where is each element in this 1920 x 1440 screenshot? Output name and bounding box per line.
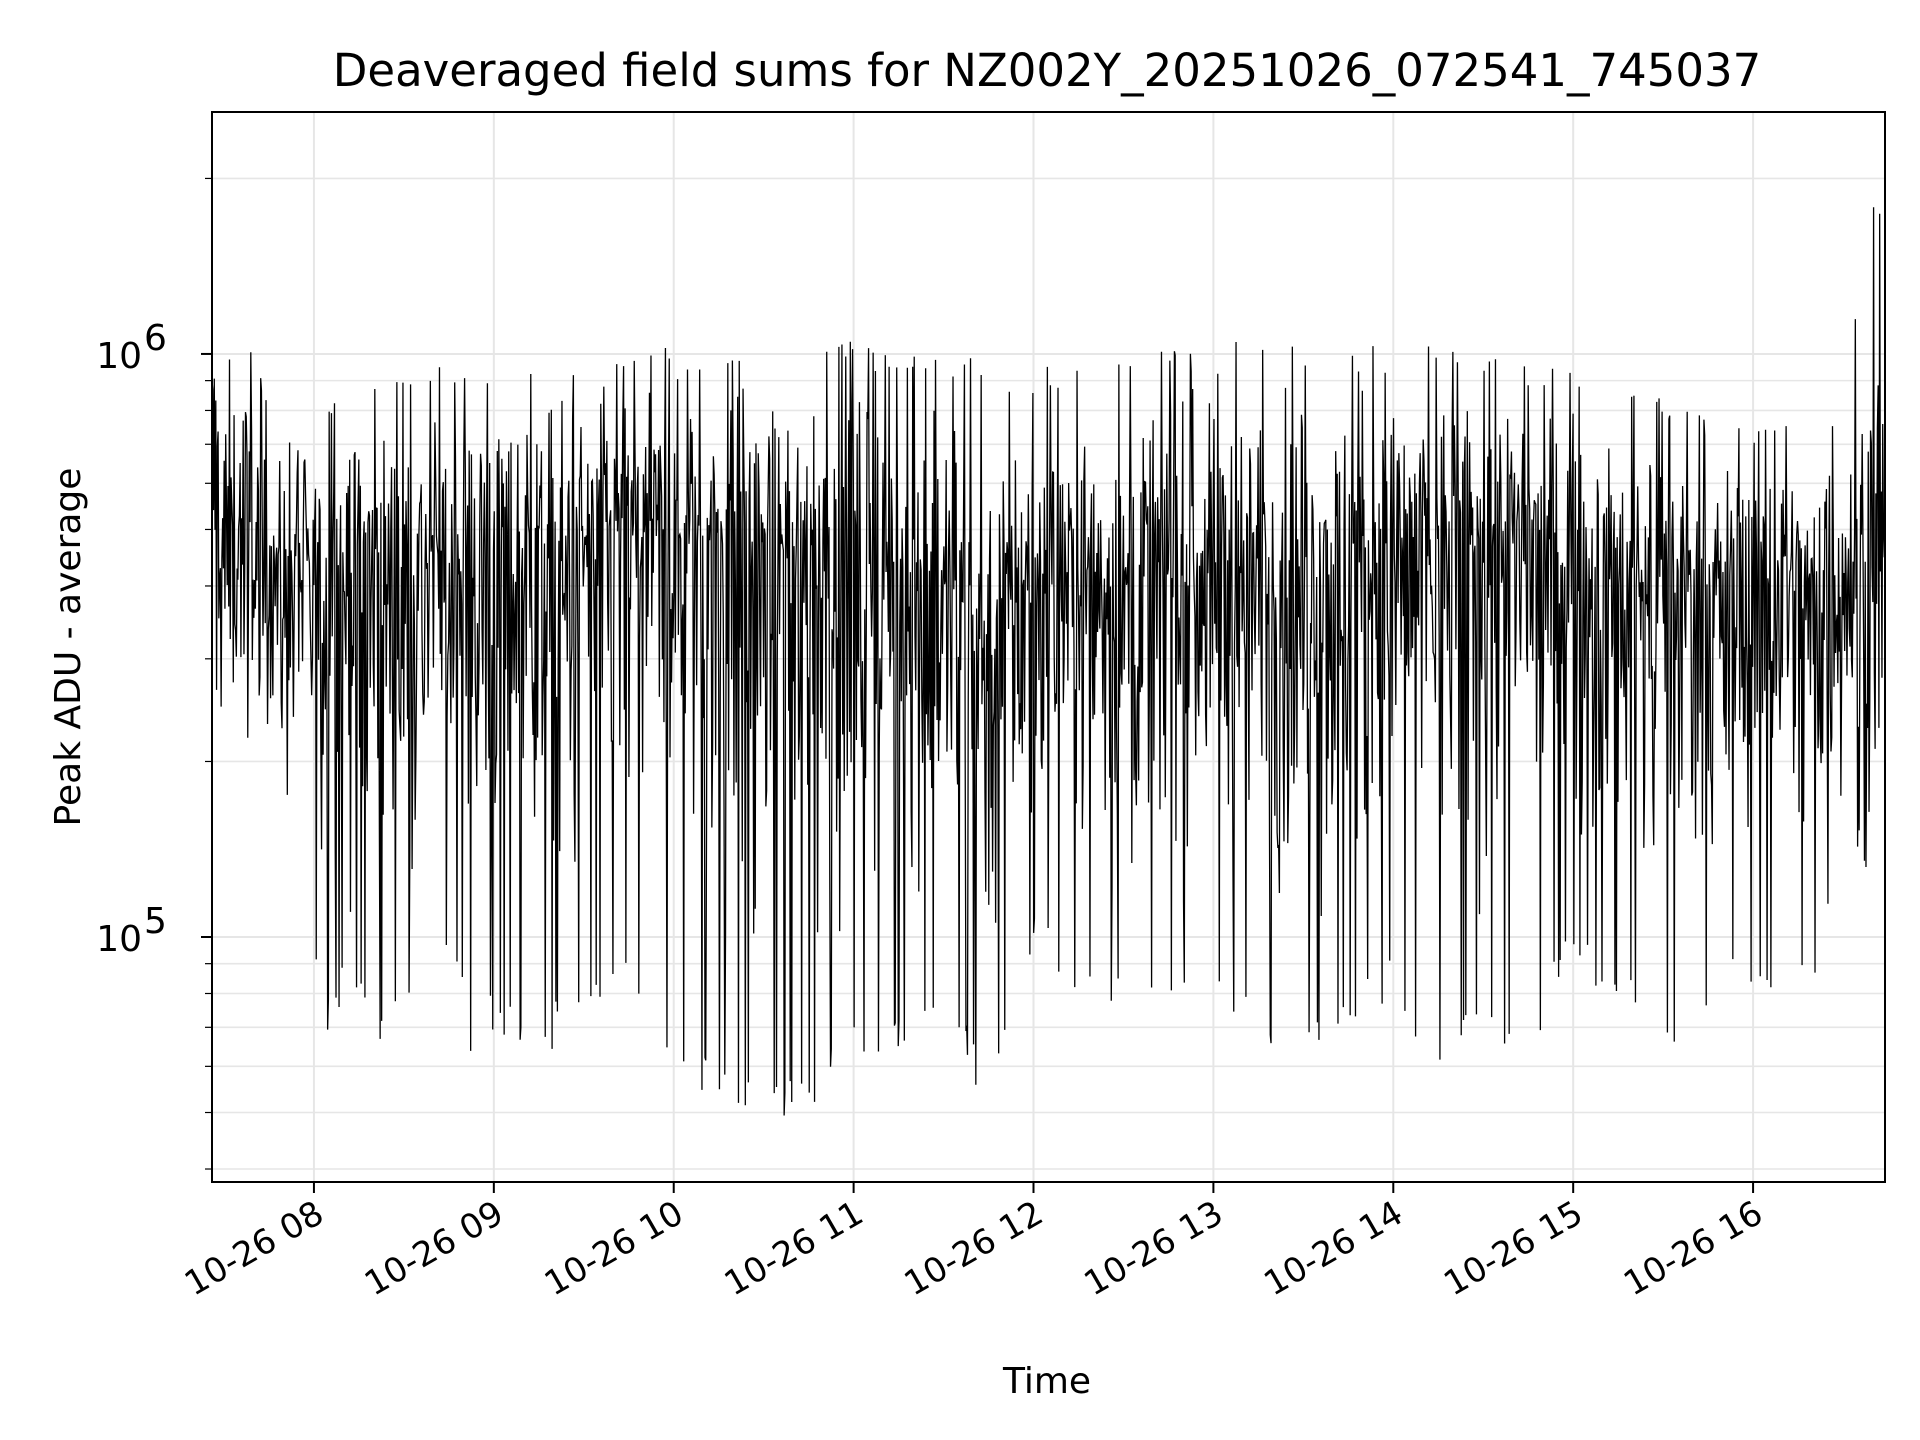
series-layer: [211, 207, 1886, 1116]
series-line: [211, 207, 1886, 1116]
x-axis-label: Time: [1002, 1361, 1091, 1402]
plot-area: [211, 112, 1886, 1182]
y-tick-exponent: 5: [144, 901, 167, 942]
y-tick-label: 10: [96, 336, 142, 377]
plot-frame: [211, 111, 1886, 1183]
chart-title: Deaveraged field sums for NZ002Y_2025102…: [333, 44, 1762, 97]
y-tick-base: 10: [96, 336, 142, 377]
y-tick-base: 10: [96, 919, 142, 960]
y-axis-label: Peak ADU - average: [48, 468, 89, 827]
y-tick-label: 10: [96, 919, 142, 960]
y-tick-exponent: 6: [144, 318, 167, 359]
